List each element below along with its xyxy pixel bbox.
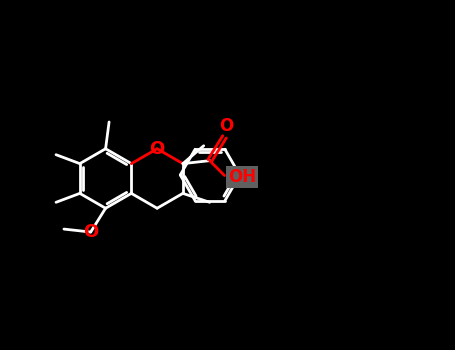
Text: OH: OH <box>228 168 256 186</box>
Text: O: O <box>219 117 233 135</box>
Text: O: O <box>150 140 165 158</box>
Text: O: O <box>83 223 98 241</box>
